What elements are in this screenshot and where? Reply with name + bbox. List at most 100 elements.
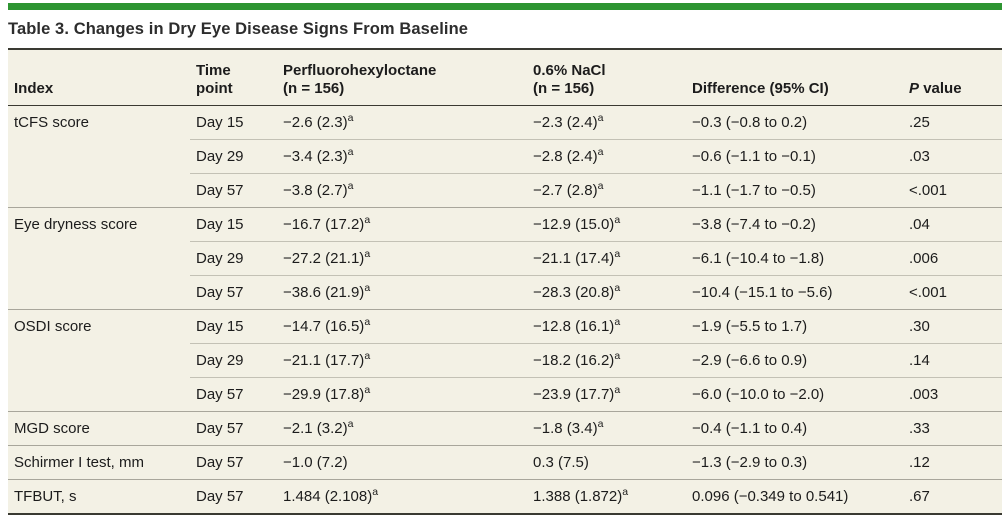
cell-index [8, 174, 190, 208]
col-header-label: Time [196, 62, 231, 79]
col-header-perfluorohexyloctane: Perfluorohexyloctane (n = 156) [277, 49, 527, 106]
cell-p-value: .14 [903, 343, 1002, 378]
header-row: Index Time point Perfluorohexyloctane (n… [8, 49, 1002, 106]
cell-value: −16.7 (17.2) [283, 216, 365, 233]
col-header-label: (n = 156) [533, 80, 595, 97]
cell-difference: −6.1 (−10.4 to −1.8) [686, 241, 903, 276]
cell-index: TFBUT, s [8, 479, 190, 514]
footnote-marker: a [597, 112, 604, 124]
table-body: tCFS score Day 15 −2.6 (2.3)a −2.3 (2.4)… [8, 106, 1002, 514]
table-row: Day 29 −27.2 (21.1)a −21.1 (17.4)a −6.1 … [8, 241, 1002, 276]
cell-value: 0.3 (7.5) [533, 454, 589, 471]
cell-index: Schirmer I test, mm [8, 445, 190, 480]
table-title: Table 3. Changes in Dry Eye Disease Sign… [8, 20, 469, 38]
table-row: OSDI score Day 15 −14.7 (16.5)a −12.8 (1… [8, 309, 1002, 344]
footnote-marker: a [614, 282, 621, 294]
cell-nacl: −23.9 (17.7)a [527, 377, 686, 412]
accent-bar [8, 3, 1002, 10]
cell-value: −21.1 (17.4) [533, 250, 615, 267]
cell-difference: −0.6 (−1.1 to −0.1) [686, 139, 903, 174]
cell-value: −28.3 (20.8) [533, 284, 615, 301]
cell-perfluorohexyloctane: −2.1 (3.2)a [277, 411, 527, 446]
cell-p-value: .03 [903, 139, 1002, 174]
footnote-marker: a [597, 146, 604, 158]
cell-index: MGD score [8, 411, 190, 446]
cell-perfluorohexyloctane: −38.6 (21.9)a [277, 275, 527, 310]
col-header-p-value: P value [903, 49, 1002, 106]
col-header-nacl: 0.6% NaCl (n = 156) [527, 49, 686, 106]
col-header-label: point [196, 80, 233, 97]
cell-value: −3.4 (2.3) [283, 148, 348, 165]
table-row: tCFS score Day 15 −2.6 (2.3)a −2.3 (2.4)… [8, 106, 1002, 140]
cell-p-value: <.001 [903, 173, 1002, 208]
footnote-marker: a [364, 248, 371, 260]
cell-p-value: .006 [903, 241, 1002, 276]
footnote-marker: a [347, 418, 354, 430]
data-table: Index Time point Perfluorohexyloctane (n… [8, 48, 1002, 515]
cell-difference: −3.8 (−7.4 to −0.2) [686, 207, 903, 242]
cell-time-point: Day 57 [190, 479, 277, 514]
table-row: Eye dryness score Day 15 −16.7 (17.2)a −… [8, 207, 1002, 242]
cell-nacl: −2.8 (2.4)a [527, 139, 686, 174]
cell-value: −2.1 (3.2) [283, 420, 348, 437]
table-row: Schirmer I test, mm Day 57 −1.0 (7.2) 0.… [8, 445, 1002, 480]
cell-value: −23.9 (17.7) [533, 386, 615, 403]
cell-p-value: .003 [903, 377, 1002, 412]
cell-difference: −6.0 (−10.0 to −2.0) [686, 377, 903, 412]
cell-nacl: 0.3 (7.5) [527, 445, 686, 480]
cell-time-point: Day 15 [190, 309, 277, 344]
cell-difference: −0.4 (−1.1 to 0.4) [686, 411, 903, 446]
cell-value: −18.2 (16.2) [533, 352, 615, 369]
footnote-marker: a [364, 384, 371, 396]
cell-perfluorohexyloctane: −21.1 (17.7)a [277, 343, 527, 378]
cell-difference: −2.9 (−6.6 to 0.9) [686, 343, 903, 378]
cell-perfluorohexyloctane: −14.7 (16.5)a [277, 309, 527, 344]
cell-p-value: <.001 [903, 275, 1002, 310]
cell-value: −2.8 (2.4) [533, 148, 598, 165]
table-row: Day 57 −3.8 (2.7)a −2.7 (2.8)a −1.1 (−1.… [8, 173, 1002, 208]
cell-nacl: −12.9 (15.0)a [527, 207, 686, 242]
cell-value: −1.0 (7.2) [283, 454, 348, 471]
table-row: MGD score Day 57 −2.1 (3.2)a −1.8 (3.4)a… [8, 411, 1002, 446]
cell-value: −2.6 (2.3) [283, 114, 348, 131]
cell-index [8, 344, 190, 378]
cell-value: −38.6 (21.9) [283, 284, 365, 301]
cell-index [8, 242, 190, 276]
cell-value: −27.2 (21.1) [283, 250, 365, 267]
col-header-label: Index [14, 80, 54, 97]
cell-nacl: −1.8 (3.4)a [527, 411, 686, 446]
cell-value: −2.3 (2.4) [533, 114, 598, 131]
col-header-label: P value [909, 80, 998, 98]
cell-perfluorohexyloctane: 1.484 (2.108)a [277, 479, 527, 514]
footnote-marker: a [614, 248, 621, 260]
table-row: Day 57 −29.9 (17.8)a −23.9 (17.7)a −6.0 … [8, 377, 1002, 412]
cell-index [8, 378, 190, 412]
cell-time-point: Day 29 [190, 241, 277, 276]
col-header-difference: Difference (95% CI) [686, 49, 903, 106]
cell-time-point: Day 57 [190, 445, 277, 480]
footnote-marker: a [622, 486, 629, 498]
cell-difference: −0.3 (−0.8 to 0.2) [692, 114, 808, 131]
cell-nacl: −2.3 (2.4)a [527, 106, 686, 140]
cell-value: −29.9 (17.8) [283, 386, 365, 403]
cell-time-point: Day 57 [190, 173, 277, 208]
cell-value: 1.388 (1.872) [533, 488, 623, 505]
cell-time-point: Day 15 [190, 207, 277, 242]
footnote-marker: a [597, 180, 604, 192]
footnote-marker: a [372, 486, 379, 498]
footnote-marker: a [364, 350, 371, 362]
cell-time-point: Day 57 [190, 275, 277, 310]
cell-difference: −1.9 (−5.5 to 1.7) [686, 309, 903, 344]
cell-perfluorohexyloctane: −2.6 (2.3)a [277, 106, 527, 140]
footnote-marker: a [347, 180, 354, 192]
col-header-label: (n = 156) [283, 80, 345, 97]
cell-index: OSDI score [8, 309, 190, 344]
cell-perfluorohexyloctane: −1.0 (7.2) [277, 445, 527, 480]
cell-nacl: −2.7 (2.8)a [527, 173, 686, 208]
cell-value: −12.9 (15.0) [533, 216, 615, 233]
cell-value: −1.8 (3.4) [533, 420, 598, 437]
cell-p-value: .30 [903, 309, 1002, 344]
cell-time-point: Day 29 [190, 343, 277, 378]
cell-difference: −1.3 (−2.9 to 0.3) [686, 445, 903, 480]
